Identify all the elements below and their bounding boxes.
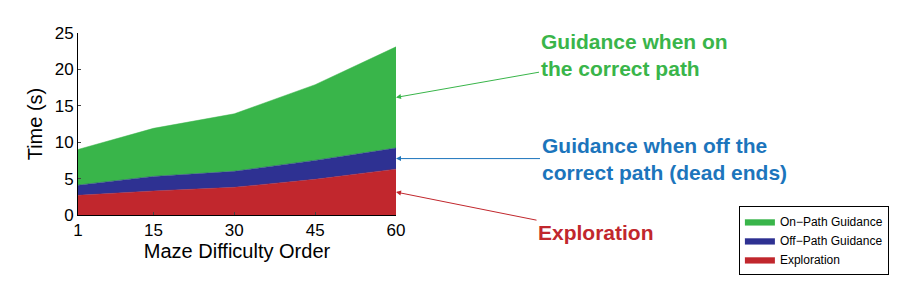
svg-text:0: 0: [64, 206, 73, 225]
svg-text:15: 15: [144, 221, 163, 240]
svg-text:20: 20: [55, 60, 74, 79]
svg-text:30: 30: [225, 221, 244, 240]
svg-text:Off−Path Guidance: Off−Path Guidance: [780, 234, 883, 248]
svg-text:Maze Difficulty Order: Maze Difficulty Order: [144, 240, 331, 262]
svg-text:On−Path Guidance: On−Path Guidance: [780, 215, 883, 229]
svg-text:45: 45: [306, 221, 325, 240]
svg-text:Guidance when off thecorrect p: Guidance when off thecorrect path (dead …: [542, 134, 787, 184]
svg-text:5: 5: [64, 170, 73, 189]
svg-text:Guidance when onthe correct pa: Guidance when onthe correct path: [541, 30, 728, 80]
svg-text:Exploration: Exploration: [538, 221, 654, 244]
svg-text:Exploration: Exploration: [780, 253, 840, 267]
svg-text:60: 60: [387, 221, 406, 240]
svg-text:15: 15: [55, 97, 74, 116]
svg-text:1: 1: [73, 221, 82, 240]
svg-text:10: 10: [55, 133, 74, 152]
svg-text:Time (s): Time (s): [24, 88, 46, 161]
svg-text:25: 25: [55, 24, 74, 43]
